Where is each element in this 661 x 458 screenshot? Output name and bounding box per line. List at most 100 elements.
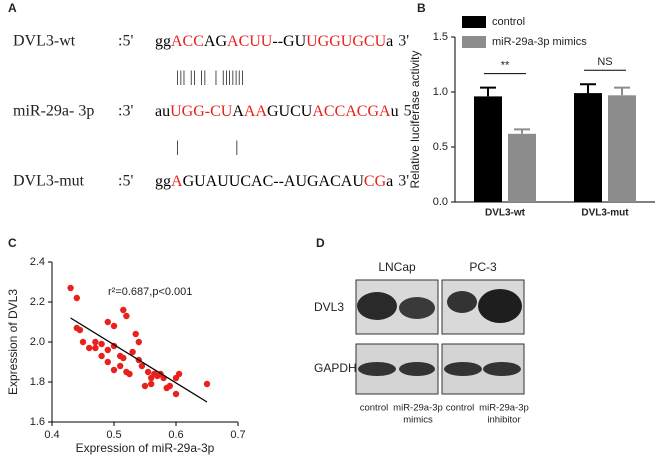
- fit-line: [70, 317, 208, 403]
- sequence-segment: u: [391, 103, 399, 120]
- point: [141, 382, 149, 390]
- sequence-segment: gg: [155, 33, 171, 50]
- prime-label: :5': [118, 173, 133, 190]
- sequence-segment: gg: [155, 173, 171, 190]
- sequence-segment: A: [171, 173, 183, 190]
- sequence: auUGG-CUAAAGUCUACCACGAu: [155, 103, 399, 120]
- sequence-segment: a: [386, 173, 393, 190]
- lane-label: inhibitor: [487, 415, 520, 426]
- prime-label: 3': [398, 33, 409, 50]
- blot: [355, 279, 525, 395]
- legend-label: control: [492, 16, 525, 28]
- bar: [574, 93, 602, 202]
- panel-label: C: [8, 236, 17, 250]
- sequence-segment: GUCU: [267, 103, 313, 120]
- point: [132, 330, 139, 338]
- y-axis-label: Expression of DVL3: [6, 289, 20, 395]
- x-tick-label: DVL3-mut: [581, 208, 629, 219]
- sequence-name: DVL3-wt: [13, 33, 76, 50]
- point: [123, 312, 130, 320]
- sequence: ggACCAGACUU--GUUGGUGCUa: [155, 33, 393, 50]
- y-tick-label: 1.6: [30, 416, 45, 428]
- point: [129, 348, 136, 356]
- pairing: ||| || || | |||||||: [176, 69, 244, 86]
- prime-label: 3': [398, 173, 409, 190]
- point: [79, 338, 87, 346]
- point: [67, 284, 74, 292]
- point: [120, 306, 127, 314]
- lane-label: control: [446, 403, 475, 414]
- sequence-segment: ACUU: [227, 33, 273, 50]
- point: [86, 344, 93, 352]
- error-bar: [580, 83, 596, 94]
- lane-label: mimics: [403, 415, 433, 426]
- lane-label: control: [360, 403, 389, 414]
- point: [172, 390, 180, 398]
- point: [126, 370, 133, 378]
- bar: [508, 133, 536, 202]
- sequence-name: DVL3-mut: [13, 173, 85, 190]
- sequence-segment: a: [386, 33, 393, 50]
- legend-swatch: [462, 36, 486, 48]
- x-tick-label: 0.4: [44, 429, 59, 441]
- sequence-segment: UGG-CU: [170, 103, 233, 120]
- point: [104, 358, 112, 366]
- sequence-segment: ACC: [171, 33, 204, 50]
- point: [203, 380, 211, 388]
- prime-label: :3': [118, 103, 133, 120]
- panel-label: D: [316, 236, 325, 250]
- y-tick-label: 2.2: [30, 296, 45, 308]
- y-tick-label: 2.0: [30, 336, 45, 348]
- sequence-segment: ACCACGA: [312, 103, 391, 120]
- panel-label: B: [417, 1, 426, 15]
- point: [104, 318, 112, 326]
- error-bar: [614, 86, 630, 96]
- x-tick-label: 0.5: [106, 429, 121, 441]
- point: [92, 344, 99, 352]
- point: [117, 362, 124, 370]
- prime-label: 5': [404, 103, 415, 120]
- cell-line: LNCap: [378, 260, 416, 274]
- sequence-segment: au: [155, 103, 170, 120]
- y-tick-label: 0.0: [433, 196, 448, 208]
- point: [144, 368, 152, 376]
- annotation: r²=0.687,p<0.001: [108, 286, 192, 298]
- sequence: ggAGUAUUCAC--AUGACAUCGa: [155, 173, 393, 190]
- point: [110, 322, 118, 330]
- legend-label: miR-29a-3p mimics: [492, 36, 587, 48]
- sequence-segment: GUAUUCAC--AUGACAU: [183, 173, 365, 190]
- cell-line: PC-3: [469, 260, 497, 274]
- point: [76, 326, 84, 334]
- sequence-name: miR-29a- 3p: [13, 103, 94, 120]
- point: [98, 340, 105, 348]
- point: [104, 346, 112, 354]
- bar: [474, 96, 502, 202]
- point: [166, 382, 173, 390]
- point: [110, 366, 118, 374]
- y-tick-label: 2.4: [30, 256, 45, 268]
- x-axis-label: Expression of miR-29a-3p: [76, 441, 215, 455]
- x-tick-label: 0.6: [168, 429, 183, 441]
- x-tick-label: 0.7: [230, 429, 245, 441]
- point: [92, 338, 99, 346]
- sequence-segment: --GU: [272, 33, 306, 50]
- point: [98, 352, 105, 360]
- point: [148, 380, 155, 388]
- point: [175, 370, 183, 378]
- sequence-segment: CG: [364, 173, 387, 190]
- point: [120, 354, 127, 362]
- y-tick-label: 1.0: [433, 86, 448, 98]
- sequence-segment: AA: [244, 103, 268, 120]
- sequence-segment: UGGUGCU: [306, 33, 386, 50]
- lane-label: miR-29a-3p: [479, 403, 529, 414]
- point: [138, 362, 146, 370]
- pairing: | |: [176, 139, 238, 156]
- error-bar: [514, 128, 530, 134]
- y-axis-label: Relative luciferase activity: [408, 50, 422, 188]
- sequence-segment: A: [232, 103, 244, 120]
- y-tick-label: 1.8: [30, 376, 45, 388]
- lane-label: miR-29a-3p: [393, 403, 443, 414]
- point: [73, 294, 81, 302]
- y-tick-label: 0.5: [433, 141, 448, 153]
